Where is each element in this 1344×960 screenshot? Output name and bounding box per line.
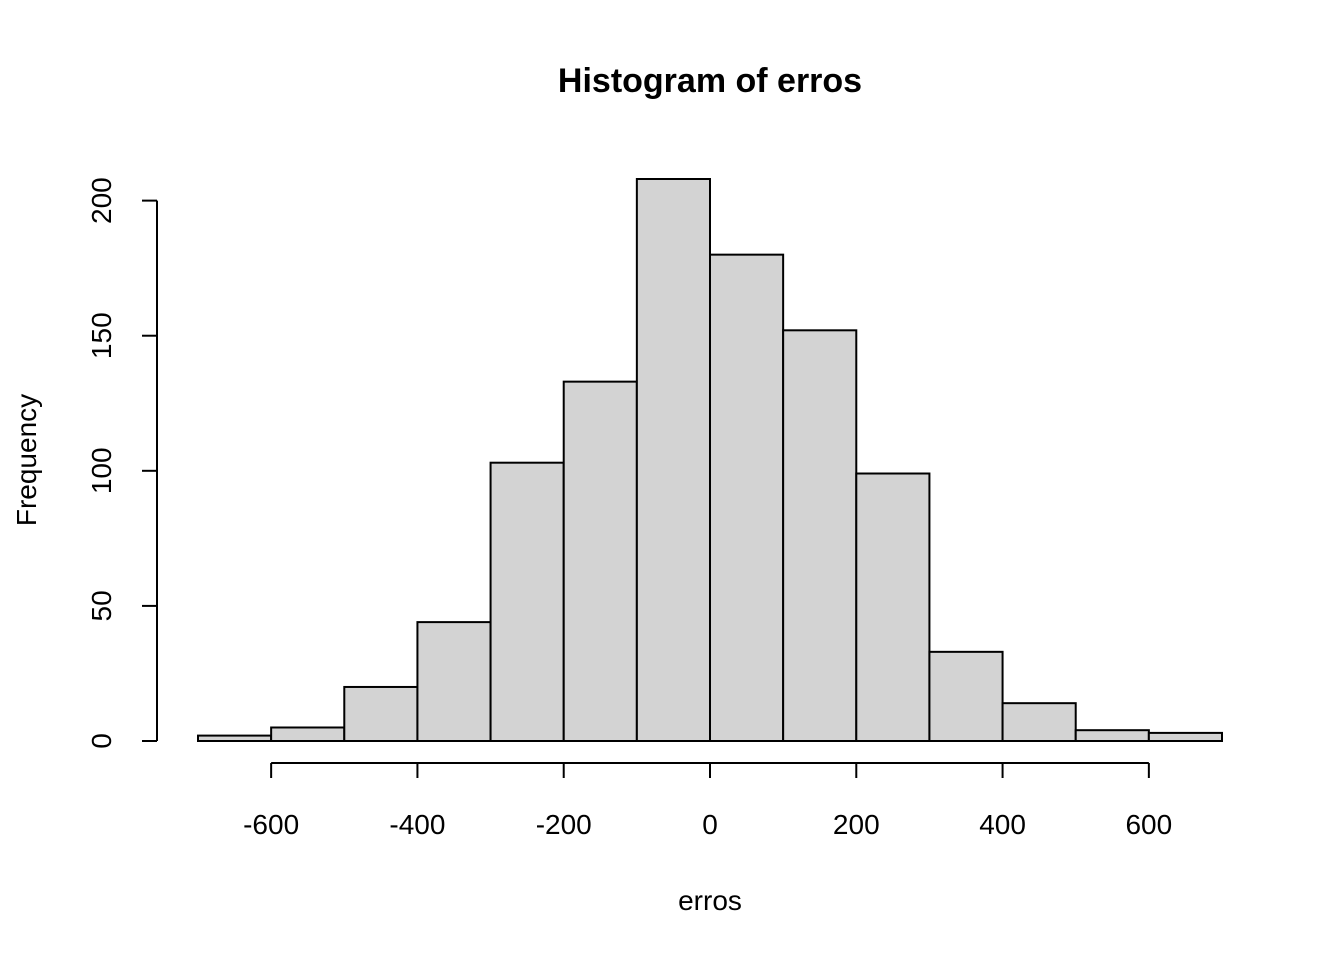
histogram-bar: [1001, 702, 1077, 743]
histogram-bar: [855, 472, 931, 742]
y-tick-label: 50: [86, 590, 117, 621]
histogram-bar: [782, 329, 858, 742]
histogram-bar: [635, 178, 711, 742]
y-axis-label: Frequency: [11, 394, 42, 526]
x-axis: -600 -400 -200 0 200 400 600: [243, 762, 1172, 840]
x-tick-label: 600: [1125, 809, 1172, 840]
y-tick-label: 150: [86, 312, 117, 359]
histogram-bar: [928, 650, 1004, 743]
histogram-bar: [416, 621, 492, 742]
x-tick-label: -600: [243, 809, 299, 840]
y-axis: 0 50 100 150 200: [86, 177, 158, 749]
histogram-bar: [562, 380, 638, 742]
histogram-bar: [197, 734, 273, 742]
y-tick-label: 0: [86, 733, 117, 749]
x-tick-label: 400: [979, 809, 1026, 840]
histogram-bar: [270, 726, 346, 742]
histogram-bar: [343, 685, 419, 743]
histogram-bar: [1074, 729, 1150, 743]
y-tick-label: 200: [86, 177, 117, 224]
x-axis-label: erros: [678, 885, 742, 916]
x-tick-label: 200: [833, 809, 880, 840]
y-tick-label: 100: [86, 447, 117, 494]
x-tick-label: -400: [389, 809, 445, 840]
chart-title: Histogram of erros: [558, 62, 862, 100]
x-tick-label: -200: [536, 809, 592, 840]
x-tick-label: 0: [702, 809, 718, 840]
histogram-bar: [1147, 731, 1224, 742]
histogram-bar: [489, 461, 565, 742]
histogram-bar: [709, 253, 785, 742]
bars-group: [197, 178, 1224, 743]
